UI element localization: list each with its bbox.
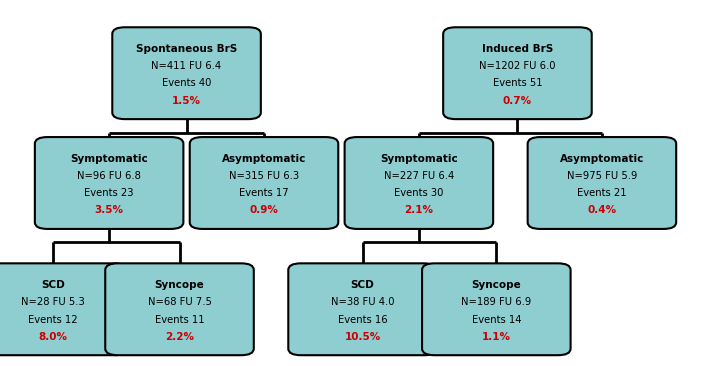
Text: 0.4%: 0.4% (587, 205, 617, 215)
Text: Events 11: Events 11 (155, 314, 204, 325)
FancyBboxPatch shape (106, 264, 254, 355)
Text: N=38 FU 4.0: N=38 FU 4.0 (331, 298, 394, 307)
Text: Events 17: Events 17 (239, 188, 289, 198)
Text: 1.1%: 1.1% (482, 332, 511, 341)
Text: N=28 FU 5.3: N=28 FU 5.3 (21, 298, 84, 307)
Text: 10.5%: 10.5% (344, 332, 381, 341)
Text: 1.5%: 1.5% (172, 96, 201, 105)
Text: Asymptomatic: Asymptomatic (222, 154, 306, 164)
FancyBboxPatch shape (189, 137, 338, 229)
FancyBboxPatch shape (113, 27, 261, 119)
FancyBboxPatch shape (289, 264, 436, 355)
Text: SCD: SCD (351, 280, 375, 290)
Text: 3.5%: 3.5% (94, 205, 124, 215)
Text: N=1202 FU 6.0: N=1202 FU 6.0 (479, 61, 555, 71)
Text: Events 14: Events 14 (472, 314, 521, 325)
Text: Symptomatic: Symptomatic (70, 154, 148, 164)
Text: N=315 FU 6.3: N=315 FU 6.3 (229, 171, 299, 181)
Text: N=96 FU 6.8: N=96 FU 6.8 (77, 171, 141, 181)
FancyBboxPatch shape (528, 137, 676, 229)
Text: Events 16: Events 16 (338, 314, 387, 325)
Text: Events 40: Events 40 (162, 78, 211, 89)
Text: N=411 FU 6.4: N=411 FU 6.4 (151, 61, 222, 71)
Text: Events 30: Events 30 (394, 188, 444, 198)
Text: N=189 FU 6.9: N=189 FU 6.9 (461, 298, 532, 307)
Text: Asymptomatic: Asymptomatic (560, 154, 644, 164)
FancyBboxPatch shape (422, 264, 570, 355)
Text: Syncope: Syncope (472, 280, 521, 290)
FancyBboxPatch shape (35, 137, 183, 229)
Text: Events 12: Events 12 (28, 314, 77, 325)
Text: Events 51: Events 51 (493, 78, 542, 89)
FancyBboxPatch shape (444, 27, 591, 119)
FancyBboxPatch shape (0, 264, 127, 355)
Text: 2.1%: 2.1% (404, 205, 434, 215)
Text: Spontaneous BrS: Spontaneous BrS (136, 44, 237, 54)
Text: 2.2%: 2.2% (165, 332, 194, 341)
Text: Induced BrS: Induced BrS (482, 44, 553, 54)
Text: Symptomatic: Symptomatic (380, 154, 458, 164)
Text: N=227 FU 6.4: N=227 FU 6.4 (384, 171, 454, 181)
Text: 0.9%: 0.9% (249, 205, 279, 215)
Text: 0.7%: 0.7% (503, 96, 532, 105)
Text: 8.0%: 8.0% (38, 332, 68, 341)
Text: Events 23: Events 23 (84, 188, 134, 198)
Text: N=68 FU 7.5: N=68 FU 7.5 (148, 298, 211, 307)
Text: SCD: SCD (41, 280, 65, 290)
Text: Syncope: Syncope (155, 280, 204, 290)
Text: N=975 FU 5.9: N=975 FU 5.9 (567, 171, 637, 181)
Text: Events 21: Events 21 (577, 188, 627, 198)
FancyBboxPatch shape (344, 137, 493, 229)
